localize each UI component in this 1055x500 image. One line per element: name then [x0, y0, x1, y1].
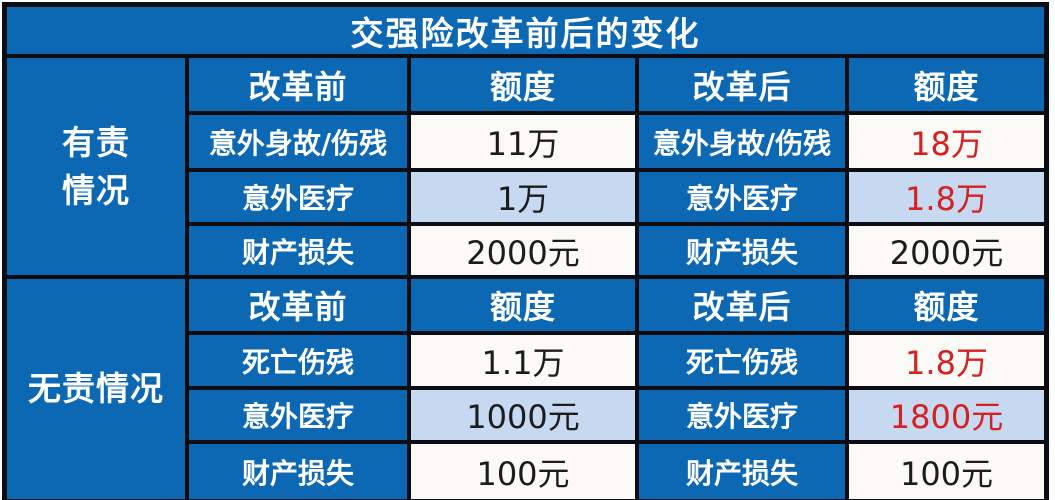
- value-after: 100元: [849, 444, 1044, 499]
- category-liable-line2: 情况: [62, 170, 130, 210]
- category-not-liable-line1: 无责情况: [28, 369, 164, 409]
- value-after-highlighted: 1.8万: [849, 172, 1044, 222]
- row-label-after: 财产损失: [639, 444, 845, 499]
- value-before: 11万: [411, 115, 635, 168]
- row-label-before: 意外身故/伤残: [189, 115, 407, 168]
- value-before: 1.1万: [411, 335, 635, 386]
- row-label-before: 财产损失: [189, 444, 407, 499]
- table-title: 交强险改革前后的变化: [7, 7, 1044, 54]
- value-before: 1万: [411, 172, 635, 222]
- row-label-before: 意外医疗: [189, 390, 407, 440]
- category-cell-liable: 有责 情况: [7, 58, 185, 275]
- row-label-after: 意外医疗: [639, 390, 845, 440]
- value-after-highlighted: 1.8万: [849, 335, 1044, 386]
- header-after-reform-1: 改革后: [639, 58, 845, 111]
- row-label-before: 财产损失: [189, 226, 407, 275]
- value-after-highlighted: 18万: [849, 115, 1044, 168]
- row-label-after: 死亡伤残: [639, 335, 845, 386]
- value-after-highlighted: 1800元: [849, 390, 1044, 440]
- header-amount-after-2: 额度: [849, 279, 1044, 331]
- category-liable-lines: 有责 情况: [62, 119, 130, 215]
- header-amount-before-2: 额度: [411, 279, 635, 331]
- header-after-reform-2: 改革后: [639, 279, 845, 331]
- value-after: 2000元: [849, 226, 1044, 275]
- row-label-after: 意外医疗: [639, 172, 845, 222]
- header-amount-before-1: 额度: [411, 58, 635, 111]
- category-cell-not-liable: 无责情况: [7, 279, 185, 499]
- row-label-before: 意外医疗: [189, 172, 407, 222]
- value-before: 2000元: [411, 226, 635, 275]
- row-label-after: 意外身故/伤残: [639, 115, 845, 168]
- header-before-reform-1: 改革前: [189, 58, 407, 111]
- table-grid: 交强险改革前后的变化 有责 情况 改革前 额度 改革后 额度 意外身故/伤残 1…: [7, 7, 1044, 499]
- category-liable-line1: 有责: [62, 122, 130, 162]
- header-amount-after-1: 额度: [849, 58, 1044, 111]
- row-label-before: 死亡伤残: [189, 335, 407, 386]
- row-label-after: 财产损失: [639, 226, 845, 275]
- value-before: 1000元: [411, 390, 635, 440]
- value-before: 100元: [411, 444, 635, 499]
- header-before-reform-2: 改革前: [189, 279, 407, 331]
